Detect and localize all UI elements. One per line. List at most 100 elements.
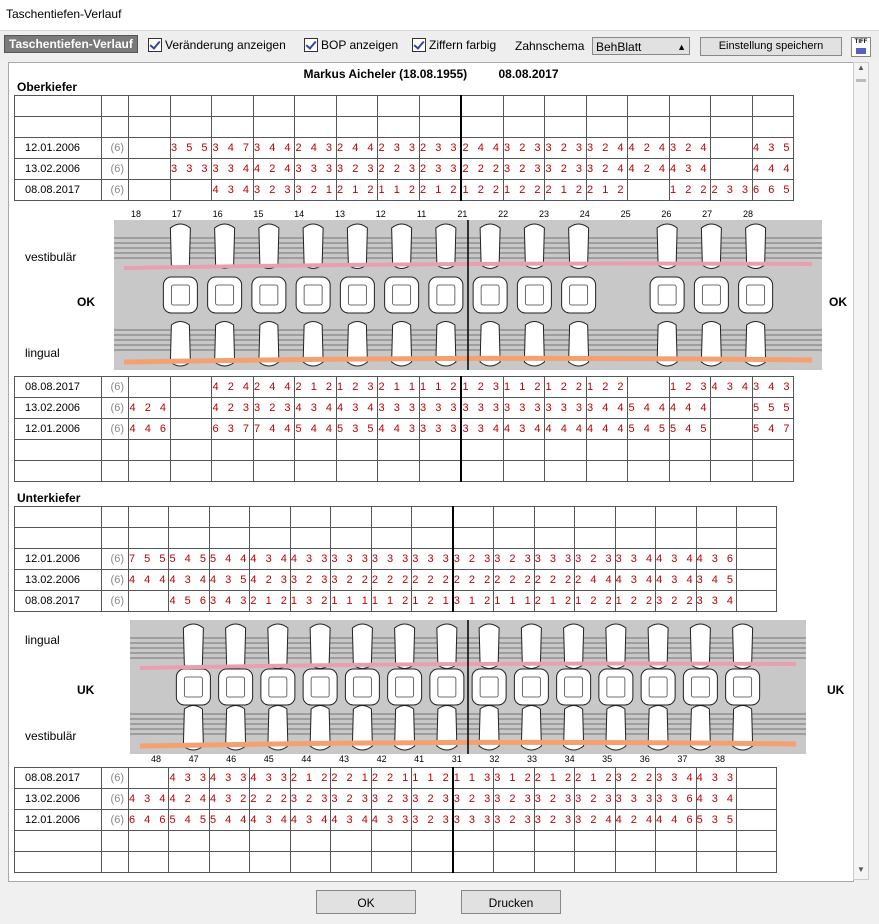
pocket-depth-cell[interactable] <box>169 418 212 440</box>
pocket-depth-cell[interactable] <box>127 590 170 612</box>
pocket-depth-cell[interactable]: 3 2 3 <box>533 809 576 831</box>
ok-button[interactable]: OK <box>316 890 416 914</box>
pocket-depth-cell[interactable] <box>736 548 777 570</box>
pocket-depth-cell[interactable]: 5 5 5 <box>751 397 794 419</box>
pocket-depth-cell[interactable]: 2 1 2 <box>533 767 576 789</box>
pocket-depth-cell[interactable]: 3 2 3 <box>502 158 545 180</box>
pocket-depth-cell[interactable]: 4 2 4 <box>128 397 171 419</box>
pocket-depth-cell[interactable]: 4 3 4 <box>289 809 332 831</box>
pocket-depth-cell[interactable]: 4 2 4 <box>627 137 670 159</box>
pocket-depth-cell[interactable]: 4 3 4 <box>614 569 657 591</box>
pocket-depth-cell[interactable]: 3 2 3 <box>289 569 332 591</box>
pocket-depth-cell[interactable]: 1 2 2 <box>460 179 504 201</box>
pocket-depth-cell[interactable]: 2 1 2 <box>544 179 587 201</box>
pocket-depth-cell[interactable]: 3 2 3 <box>330 788 372 810</box>
pocket-depth-cell[interactable]: 4 2 3 <box>211 397 254 419</box>
pocket-depth-cell[interactable]: 4 2 4 <box>252 158 295 180</box>
pocket-depth-cell[interactable]: 4 2 4 <box>168 788 210 810</box>
pocket-depth-cell[interactable]: 2 2 2 <box>249 788 291 810</box>
pocket-depth-cell[interactable]: 4 3 4 <box>168 569 210 591</box>
colored-digits-checkbox[interactable]: Ziffern farbig <box>412 38 496 52</box>
pocket-depth-cell[interactable]: 4 3 3 <box>249 767 291 789</box>
pocket-depth-cell[interactable]: 5 3 5 <box>695 809 738 831</box>
pocket-depth-cell[interactable]: 2 2 2 <box>460 158 504 180</box>
pocket-depth-cell[interactable]: 4 3 5 <box>751 137 794 159</box>
pocket-depth-cell[interactable]: 3 3 3 <box>533 548 576 570</box>
pocket-depth-cell[interactable]: 3 2 2 <box>614 767 657 789</box>
pocket-depth-cell[interactable]: 2 3 3 <box>377 137 420 159</box>
scheme-select[interactable]: BehBlatt ▲ <box>592 37 690 55</box>
pocket-depth-cell[interactable]: 3 2 3 <box>252 179 295 201</box>
pocket-depth-cell[interactable]: 6 4 6 <box>127 809 170 831</box>
pocket-depth-cell[interactable]: 2 1 2 <box>294 376 337 398</box>
pocket-depth-cell[interactable] <box>128 376 171 398</box>
pocket-depth-cell[interactable]: 1 1 1 <box>493 590 535 612</box>
pocket-depth-cell[interactable]: 2 2 2 <box>370 569 413 591</box>
pocket-depth-cell[interactable] <box>736 767 777 789</box>
pocket-depth-cell[interactable]: 4 3 3 <box>370 809 413 831</box>
pocket-depth-cell[interactable]: 3 3 3 <box>418 418 462 440</box>
pocket-depth-cell[interactable]: 3 3 3 <box>544 397 587 419</box>
pocket-depth-cell[interactable]: 1 2 2 <box>544 376 587 398</box>
pocket-depth-cell[interactable]: 4 3 3 <box>289 548 332 570</box>
pocket-depth-cell[interactable]: 2 1 2 <box>533 590 576 612</box>
print-button[interactable]: Drucken <box>461 890 561 914</box>
pocket-depth-cell[interactable]: 3 5 5 <box>169 137 212 159</box>
show-changes-checkbox[interactable]: Veränderung anzeigen <box>148 38 286 52</box>
pocket-depth-cell[interactable] <box>128 137 171 159</box>
pocket-depth-cell[interactable] <box>736 788 777 810</box>
pocket-depth-cell[interactable]: 3 2 2 <box>330 569 372 591</box>
pocket-depth-cell[interactable]: 3 2 4 <box>668 137 711 159</box>
pocket-depth-cell[interactable] <box>736 569 777 591</box>
pocket-depth-cell[interactable]: 6 3 7 <box>211 418 254 440</box>
pocket-depth-cell[interactable]: 7 4 4 <box>252 418 295 440</box>
pocket-depth-cell[interactable]: 5 4 5 <box>668 418 711 440</box>
pocket-depth-cell[interactable]: 4 3 4 <box>695 788 738 810</box>
pocket-depth-cell[interactable]: 4 3 4 <box>335 397 378 419</box>
pocket-depth-cell[interactable]: 3 3 3 <box>502 397 545 419</box>
pocket-depth-cell[interactable]: 2 3 3 <box>710 179 753 201</box>
pocket-depth-cell[interactable]: 4 3 5 <box>208 569 251 591</box>
pocket-depth-cell[interactable]: 1 3 2 <box>289 590 332 612</box>
pocket-depth-cell[interactable]: 4 2 4 <box>211 376 254 398</box>
pocket-depth-cell[interactable]: 1 2 3 <box>460 376 504 398</box>
pocket-depth-cell[interactable]: 3 2 3 <box>502 137 545 159</box>
pocket-depth-cell[interactable]: 1 1 1 <box>330 590 372 612</box>
pocket-depth-cell[interactable]: 2 2 2 <box>533 569 576 591</box>
pocket-depth-cell[interactable]: 2 2 2 <box>493 569 535 591</box>
pocket-depth-cell[interactable] <box>169 397 212 419</box>
pocket-depth-cell[interactable]: 5 4 7 <box>751 418 794 440</box>
pocket-depth-cell[interactable]: 3 2 3 <box>544 137 587 159</box>
pocket-depth-cell[interactable]: 5 4 4 <box>627 397 670 419</box>
pocket-depth-cell[interactable]: 3 3 6 <box>655 788 697 810</box>
pocket-depth-cell[interactable]: 3 3 3 <box>330 548 372 570</box>
pocket-depth-cell[interactable]: 1 1 2 <box>377 179 420 201</box>
save-settings-button[interactable]: Einstellung speichern <box>700 37 842 56</box>
pocket-depth-cell[interactable] <box>736 590 777 612</box>
pocket-depth-cell[interactable]: 3 2 4 <box>585 137 628 159</box>
pocket-depth-cell[interactable] <box>128 158 171 180</box>
pocket-depth-cell[interactable]: 4 3 2 <box>208 788 251 810</box>
pocket-depth-cell[interactable]: 3 3 3 <box>451 809 495 831</box>
pocket-depth-cell[interactable]: 3 2 3 <box>493 548 535 570</box>
pocket-depth-cell[interactable]: 3 3 3 <box>614 788 657 810</box>
pocket-depth-cell[interactable]: 2 4 4 <box>574 569 616 591</box>
pocket-depth-cell[interactable]: 4 3 4 <box>502 418 545 440</box>
pocket-depth-cell[interactable]: 1 1 2 <box>502 376 545 398</box>
pocket-depth-cell[interactable]: 3 1 2 <box>493 767 535 789</box>
pocket-depth-cell[interactable] <box>169 179 212 201</box>
pocket-depth-cell[interactable]: 2 3 3 <box>418 137 462 159</box>
vertical-scrollbar[interactable]: ▲ ▼ <box>853 62 869 880</box>
pocket-depth-cell[interactable]: 3 2 3 <box>451 788 495 810</box>
pocket-depth-cell[interactable]: 2 2 2 <box>411 569 454 591</box>
pocket-depth-cell[interactable]: 5 4 4 <box>208 809 251 831</box>
pocket-depth-cell[interactable]: 3 2 3 <box>574 788 616 810</box>
pocket-depth-cell[interactable]: 3 4 5 <box>695 569 738 591</box>
pocket-depth-cell[interactable]: 5 3 5 <box>335 418 378 440</box>
pocket-depth-cell[interactable]: 4 4 4 <box>544 418 587 440</box>
pocket-depth-cell[interactable]: 3 2 3 <box>544 158 587 180</box>
pocket-depth-cell[interactable]: 4 3 4 <box>655 548 697 570</box>
pocket-depth-cell[interactable]: 4 2 3 <box>249 569 291 591</box>
pocket-depth-cell[interactable]: 3 2 3 <box>370 788 413 810</box>
pocket-depth-cell[interactable]: 3 2 3 <box>289 788 332 810</box>
